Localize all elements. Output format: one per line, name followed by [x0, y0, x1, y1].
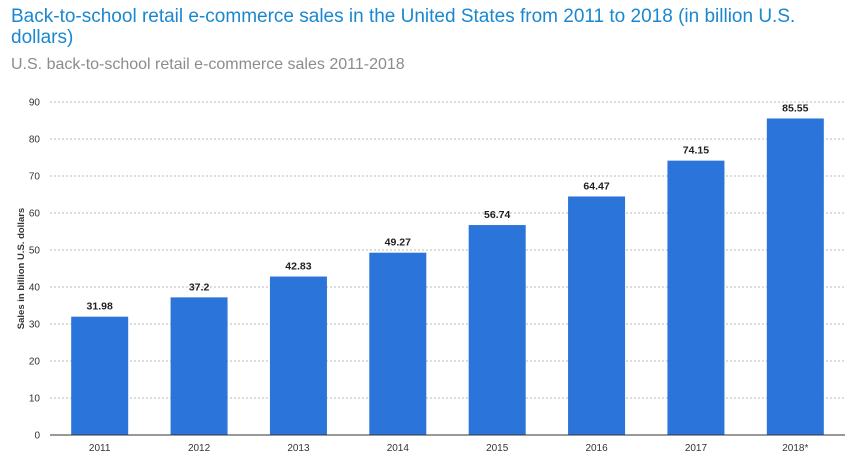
x-tick-label: 2015 — [486, 443, 509, 454]
bars — [71, 118, 824, 435]
y-axis-ticks: 0 10 20 30 40 50 60 70 80 90 — [29, 98, 41, 442]
bar-2014 — [369, 252, 427, 435]
data-labels: 31.98 37.2 42.83 49.27 56.74 64.47 74.15 85.55 — [87, 102, 809, 312]
bar-2016 — [568, 196, 626, 435]
y-tick-label: 0 — [34, 431, 40, 442]
y-tick-label: 90 — [29, 98, 41, 109]
data-label: 37.2 — [189, 281, 210, 293]
y-tick-label: 60 — [29, 209, 41, 220]
x-tick-label: 2011 — [89, 443, 111, 454]
y-tick-label: 40 — [29, 283, 41, 294]
x-tick-label: 2016 — [585, 443, 608, 454]
data-label: 64.47 — [583, 180, 609, 192]
chart-subtitle: U.S. back-to-school retail e-commerce sa… — [11, 56, 405, 73]
y-tick-label: 80 — [29, 135, 41, 146]
data-label: 85.55 — [782, 102, 808, 114]
y-tick-label: 20 — [29, 357, 41, 368]
data-label: 74.15 — [683, 145, 709, 157]
x-tick-label: 2017 — [685, 443, 708, 454]
data-label: 31.98 — [87, 301, 113, 313]
y-tick-label: 30 — [29, 320, 41, 331]
bar-2018 — [766, 118, 824, 435]
data-label: 56.74 — [484, 209, 510, 221]
bar-2012 — [170, 297, 228, 435]
y-tick-label: 70 — [29, 172, 41, 183]
x-tick-label: 2012 — [188, 443, 211, 454]
bar-2013 — [269, 276, 327, 435]
bar-2015 — [468, 225, 526, 435]
gridlines — [50, 101, 845, 399]
x-axis-ticks: 2011 2012 2013 2014 2015 2016 2017 2018* — [89, 443, 809, 454]
y-tick-label: 10 — [29, 394, 41, 405]
y-tick-label: 50 — [29, 246, 41, 257]
y-axis-title: Sales in billion U.S. dollars — [16, 208, 27, 329]
x-tick-label: 2018* — [782, 443, 808, 454]
bar-2011 — [71, 316, 129, 435]
chart-title: Back-to-school retail e-commerce sales i… — [11, 6, 796, 48]
data-label: 42.83 — [285, 261, 311, 273]
data-label: 49.27 — [385, 237, 411, 249]
x-tick-label: 2013 — [287, 443, 310, 454]
x-tick-label: 2014 — [387, 443, 410, 454]
bar-2017 — [667, 160, 725, 435]
